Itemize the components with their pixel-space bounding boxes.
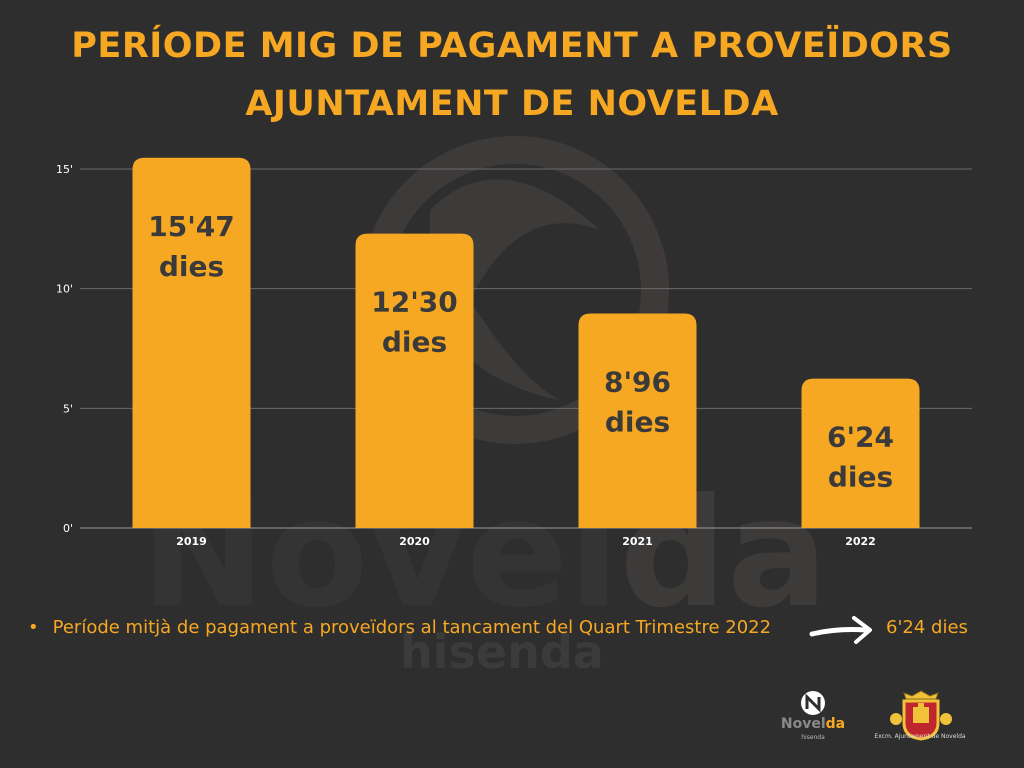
novelda-hisenda-logo: Novelda hisenda: [776, 688, 850, 748]
bullet-icon: •: [28, 617, 39, 638]
chart-title-line2: AJUNTAMENT DE NOVELDA: [245, 84, 779, 124]
bar: [132, 157, 251, 528]
bar-data-label: 12'30: [371, 286, 458, 319]
bar: [578, 313, 697, 528]
bar-data-label: 8'96: [604, 366, 671, 399]
bar-data-label: dies: [382, 326, 447, 359]
novelda-n-icon: [801, 691, 825, 715]
y-tick-label: 10': [56, 283, 73, 296]
x-tick-label: 2020: [399, 535, 430, 548]
x-tick-label: 2021: [622, 535, 653, 548]
watermark-subtitle: hisenda: [400, 625, 604, 679]
y-tick-label: 0': [63, 522, 73, 535]
bar-data-label: 6'24: [827, 421, 894, 454]
bar: [355, 233, 474, 528]
bar: [801, 378, 920, 528]
bar-data-label: dies: [159, 250, 224, 283]
x-tick-label: 2019: [176, 535, 207, 548]
footnote-value: 6'24 dies: [886, 617, 968, 638]
bar-data-label: 15'47: [148, 210, 235, 243]
chart-title-line1: PERÍODE MIG DE PAGAMENT A PROVEÏDORS: [71, 26, 953, 66]
x-tick-label: 2022: [845, 535, 876, 548]
y-tick-label: 15': [56, 163, 73, 176]
y-tick-label: 5': [63, 402, 73, 415]
bar-data-label: dies: [828, 461, 893, 494]
bar-data-label: dies: [605, 406, 670, 439]
crest-caption: Excm. Ajuntament de Novelda: [874, 733, 966, 740]
footnote: • Període mitjà de pagament a proveïdors …: [28, 617, 771, 638]
novelda-logo-text: Novelda: [780, 716, 846, 732]
novelda-logo-subtitle: hisenda: [801, 734, 825, 741]
footnote-text: Període mitjà de pagament a proveïdors a…: [52, 617, 772, 638]
arrow-right-icon: [809, 616, 872, 644]
coat-of-arms-icon: [890, 690, 952, 741]
